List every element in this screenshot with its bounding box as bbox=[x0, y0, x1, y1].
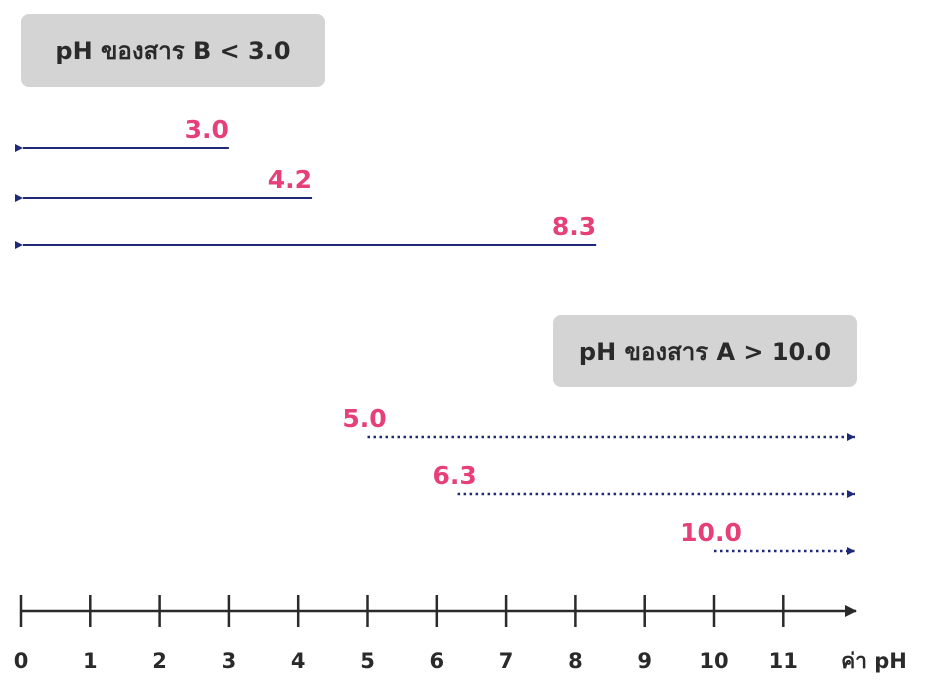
acid-range-value: 4.2 bbox=[268, 165, 312, 194]
acid-condition-box: pH ของสาร B < 3.0 bbox=[21, 14, 325, 87]
base-condition-label: pH ของสาร A > 10.0 bbox=[578, 337, 832, 366]
base-range-value: 6.3 bbox=[432, 461, 476, 490]
base-range-value: 10.0 bbox=[680, 518, 742, 547]
acid-ranges: 3.0 4.2 8.3 bbox=[14, 115, 597, 249]
axis-tick-label-0: 0 bbox=[14, 649, 29, 673]
axis-tick-label-3: 3 bbox=[222, 649, 237, 673]
axis-tick-label-2: 2 bbox=[152, 649, 167, 673]
axis-tick-label-8: 8 bbox=[568, 649, 583, 673]
axis-tick-label-11: 11 bbox=[769, 649, 798, 673]
axis-tick-label-7: 7 bbox=[499, 649, 514, 673]
acid-range-value: 8.3 bbox=[552, 212, 596, 241]
acid-condition-label: pH ของสาร B < 3.0 bbox=[55, 37, 291, 65]
axis-tick-label-10: 10 bbox=[699, 649, 728, 673]
axis-tick-label-4: 4 bbox=[291, 649, 306, 673]
ph-axis: ค่า pH 0 1 2 3 4 5 6 7 8 9 10 11 bbox=[14, 595, 907, 673]
axis-tick-label-5: 5 bbox=[360, 649, 375, 673]
axis-tick-label-6: 6 bbox=[429, 649, 444, 673]
acid-range-value: 3.0 bbox=[185, 115, 229, 144]
axis-tick-label-9: 9 bbox=[637, 649, 652, 673]
axis-unit-label: ค่า pH bbox=[841, 649, 907, 673]
axis-tick-label-1: 1 bbox=[83, 649, 98, 673]
base-range-value: 5.0 bbox=[342, 404, 386, 433]
base-ranges: 5.0 6.3 10.0 bbox=[342, 404, 855, 555]
base-condition-box: pH ของสาร A > 10.0 bbox=[553, 315, 857, 387]
